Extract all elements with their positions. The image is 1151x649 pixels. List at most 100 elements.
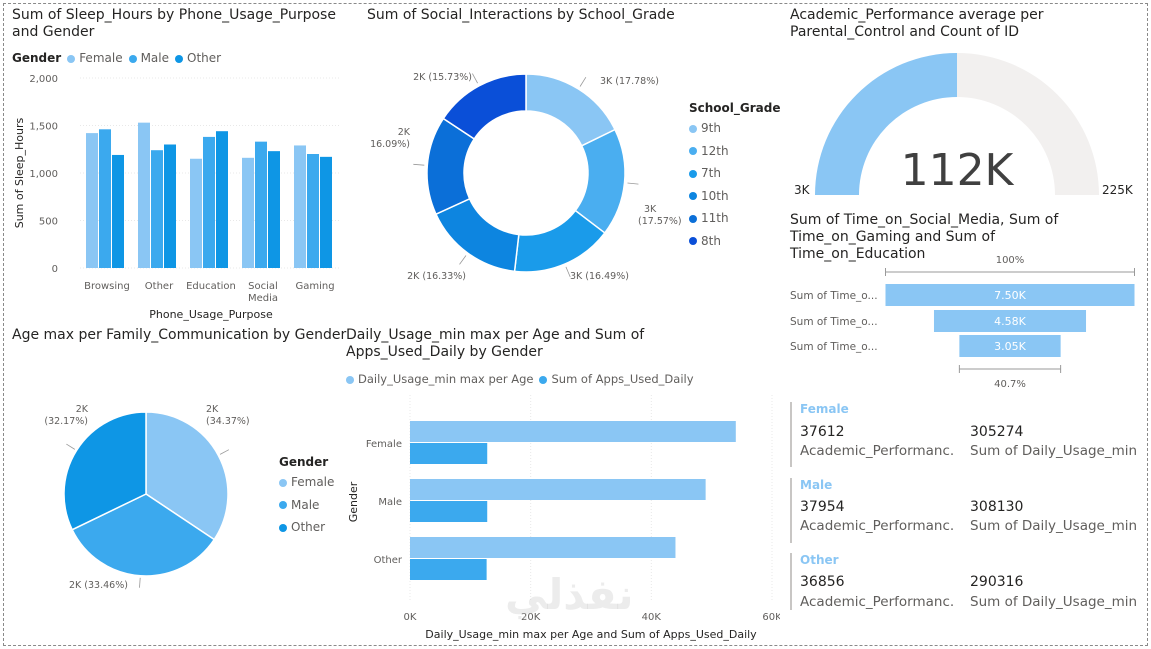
card-group-other[interactable]: Other 36856 Academic_Performanc... 29031… xyxy=(790,553,1140,610)
funnel-row-label: Sum of Time_o... xyxy=(790,341,878,353)
female-dot-icon xyxy=(279,478,287,487)
report-canvas-border xyxy=(3,3,1148,646)
bar-female xyxy=(138,122,150,269)
funnel-bar-value: 7.50K xyxy=(994,289,1026,302)
y-tick-label: 1,000 xyxy=(29,169,58,180)
card-group-title: Other xyxy=(800,553,839,567)
card-group-male[interactable]: Male 37954 Academic_Performanc... 308130… xyxy=(790,478,1140,543)
pie-data-label-part: 2K xyxy=(76,404,89,415)
y-tick-label: 0 xyxy=(52,264,58,275)
gauge-max-label: 225K xyxy=(1102,183,1134,197)
x-tick-label: Education xyxy=(186,281,236,292)
x-tick-label: Gaming xyxy=(295,281,334,292)
donut-data-label: 3K (16.49%) xyxy=(570,271,629,282)
card-usage-label: Sum of Daily_Usage_min xyxy=(970,443,1138,459)
bar-male xyxy=(151,150,163,268)
age-legend-title: Gender xyxy=(279,455,329,469)
sleep-legend-female[interactable]: Female xyxy=(67,51,123,65)
sleep-chart-legend: Gender Female Male Other xyxy=(12,51,221,65)
gauge-min-label: 3K xyxy=(794,183,811,197)
usage-legend-apps-used[interactable]: Sum of Apps_Used_Daily xyxy=(539,372,694,386)
sleep-legend-other[interactable]: Other xyxy=(175,51,221,65)
donut-data-label: 2K (16.33%) xyxy=(407,271,466,282)
age-pie-title: Age max per Family_Communication by Gend… xyxy=(12,327,347,343)
card-accent-bar xyxy=(790,478,792,543)
funnel-plot: 100% 7.50K Sum of Time_o... 4.58K Sum of Tim… xyxy=(790,255,1135,390)
usage-chart-legend: Daily_Usage_min max per Age Sum of Apps_… xyxy=(346,372,694,386)
donut-data-label: 2K (16.09%) xyxy=(370,127,411,150)
funnel-title: Sum of Time_on_Social_Media, Sum of Time… xyxy=(790,212,1059,262)
other-dot-icon xyxy=(175,54,184,63)
male-dot-icon xyxy=(279,501,287,510)
bar-other xyxy=(216,131,228,268)
donut-leader-line xyxy=(565,266,571,278)
donut-data-label-part: (16.09%) xyxy=(370,139,410,150)
x-tick-label: 0K xyxy=(404,612,417,623)
pie-leader-line xyxy=(66,443,76,450)
x-tick-label: Media xyxy=(248,293,278,304)
usage-legend-daily-usage[interactable]: Daily_Usage_min max per Age xyxy=(346,372,533,386)
donut-leader-line xyxy=(472,73,478,84)
card-perf-value: 36856 xyxy=(800,574,845,590)
bar-female xyxy=(294,145,306,268)
x-tick-label: Social xyxy=(248,281,278,292)
funnel-top-percent: 100% xyxy=(996,255,1025,266)
grade-legend-12th[interactable]: 12th xyxy=(689,144,781,167)
gauge-title: Academic_Performance average per Parenta… xyxy=(790,7,1044,40)
grade-10th-dot-icon xyxy=(689,192,697,201)
grade-9th-dot-icon xyxy=(689,124,697,133)
donut-leader-line xyxy=(579,76,587,87)
pie-data-label: 2K (33.46%) xyxy=(69,580,128,591)
bar-apps-used xyxy=(410,443,488,464)
card-accent-bar xyxy=(790,402,792,467)
y-tick-label: 2,000 xyxy=(29,74,58,85)
x-tick-label: 20K xyxy=(521,612,541,623)
card-group-female[interactable]: Female 37612 Academic_Performanc... 3052… xyxy=(790,402,1140,467)
bar-female xyxy=(86,133,98,268)
card-usage-label: Sum of Daily_Usage_min xyxy=(970,594,1138,610)
grade-legend-9th[interactable]: 9th xyxy=(689,121,781,144)
y-axis-title: Sum of Sleep_Hours xyxy=(13,117,26,228)
grade-legend-8th[interactable]: 8th xyxy=(689,234,781,257)
gauge-fill-arc xyxy=(815,53,957,195)
card-perf-value: 37612 xyxy=(800,424,845,440)
grade-11th-dot-icon xyxy=(689,214,697,223)
usage-chart-plot: 0K 20K 40K 60K Female Male Other Gender Daily_Us… xyxy=(347,395,780,641)
donut-data-label-part: (17.57%) xyxy=(638,216,682,227)
age-legend-other[interactable]: Other xyxy=(279,520,334,543)
funnel-bar xyxy=(885,284,1135,306)
funnel-bar xyxy=(959,335,1061,357)
bar-other xyxy=(268,151,280,268)
card-usage-label: Sum of Daily_Usage_min xyxy=(970,518,1138,534)
grade-7th-dot-icon xyxy=(689,169,697,178)
social-donut-plot: 3K (17.78%) 3K (17.57%) 3K (16.49%) 2K (16.3… xyxy=(370,72,682,282)
funnel-bar-value: 3.05K xyxy=(994,340,1026,353)
pie-data-label-part: (34.37%) xyxy=(206,416,250,427)
bar-female xyxy=(190,158,202,268)
funnel-row-label: Sum of Time_o... xyxy=(790,290,878,302)
pie-slice-male xyxy=(71,493,216,577)
grade-legend-11th[interactable]: 11th xyxy=(689,211,781,234)
apps-used-dot-icon xyxy=(539,375,548,384)
age-legend-male[interactable]: Male xyxy=(279,498,334,521)
bar-male xyxy=(99,129,111,268)
age-legend-female[interactable]: Female xyxy=(279,475,334,498)
male-dot-icon xyxy=(128,54,137,63)
y-tick-label: Other xyxy=(374,555,403,566)
bar-daily-usage xyxy=(410,421,736,442)
y-axis-title: Gender xyxy=(347,481,360,522)
daily-usage-dot-icon xyxy=(346,375,354,384)
age-pie-legend: Gender Female Male Other xyxy=(279,455,334,543)
donut-slice-10th xyxy=(434,197,520,273)
grade-legend-10th[interactable]: 10th xyxy=(689,189,781,212)
card-usage-value: 290316 xyxy=(970,574,1024,590)
y-tick-label: Female xyxy=(366,439,402,450)
donut-data-label: 3K (17.57%) xyxy=(638,204,682,227)
grade-legend-7th[interactable]: 7th xyxy=(689,166,781,189)
x-tick-label: Other xyxy=(145,281,174,292)
sleep-legend-male[interactable]: Male xyxy=(128,51,169,65)
card-perf-label: Academic_Performanc... xyxy=(800,518,955,534)
x-axis-title: Daily_Usage_min max per Age and Sum of A… xyxy=(425,628,757,641)
social-chart-title: Sum of Social_Interactions by School_Gra… xyxy=(367,7,675,23)
card-perf-label: Academic_Performanc... xyxy=(800,443,955,459)
